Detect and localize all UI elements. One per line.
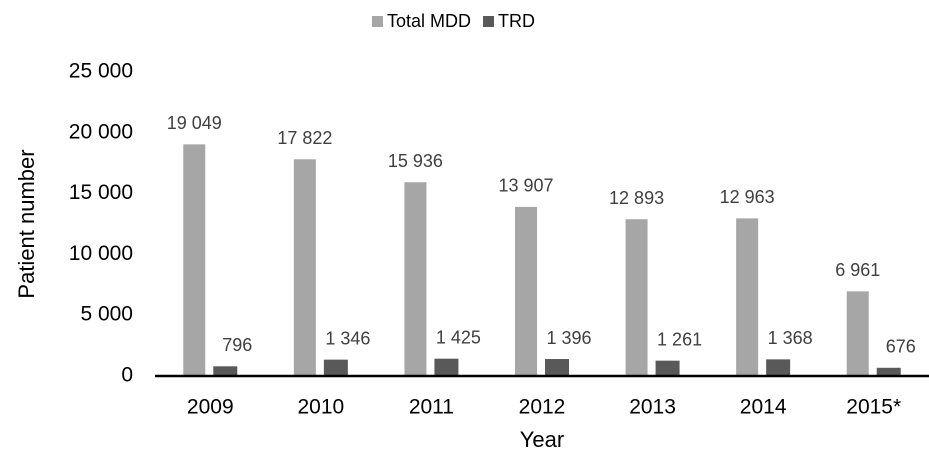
x-tick-label: 2014 xyxy=(740,396,787,419)
y-tick-label: 15 000 xyxy=(69,181,133,204)
x-tick-label: 2011 xyxy=(409,396,454,419)
bar xyxy=(293,159,316,376)
legend-swatch xyxy=(372,16,383,27)
value-label: 13 907 xyxy=(498,176,553,196)
bar xyxy=(736,218,759,376)
value-label: 17 822 xyxy=(277,128,332,148)
value-label: 1 346 xyxy=(325,328,370,348)
x-tick-label: 2013 xyxy=(629,396,676,419)
bar xyxy=(625,219,648,376)
y-tick-label: 20 000 xyxy=(69,120,133,143)
x-tick-label: 2009 xyxy=(187,396,234,419)
legend-label: TRD xyxy=(498,11,535,31)
y-tick-label: 10 000 xyxy=(69,242,133,265)
value-label: 12 893 xyxy=(609,188,664,208)
bar xyxy=(434,358,459,376)
bar xyxy=(404,182,427,376)
value-label: 12 963 xyxy=(720,187,775,207)
bar xyxy=(545,359,569,376)
y-axis-label: Patient number xyxy=(14,149,39,298)
value-label: 15 936 xyxy=(388,151,443,171)
legend-swatch xyxy=(483,16,495,27)
bar xyxy=(876,367,901,376)
bar xyxy=(655,360,680,376)
bar xyxy=(846,291,869,376)
y-tick-label: 0 xyxy=(121,364,133,387)
y-tick-label: 5 000 xyxy=(80,303,133,326)
bar xyxy=(766,359,791,376)
x-tick-label: 2010 xyxy=(297,396,344,419)
value-label: 796 xyxy=(222,335,252,355)
bar xyxy=(183,144,206,376)
x-tick-label: 2012 xyxy=(519,396,566,419)
value-label: 676 xyxy=(886,337,916,357)
bar xyxy=(515,206,537,376)
bar xyxy=(323,359,348,376)
value-label: 1 425 xyxy=(436,327,481,347)
value-label: 1 396 xyxy=(546,328,591,348)
value-label: 19 049 xyxy=(167,113,222,133)
value-label: 6 961 xyxy=(835,260,880,280)
y-tick-label: 25 000 xyxy=(69,60,133,83)
value-label: 1 261 xyxy=(657,329,702,349)
legend-label: Total MDD xyxy=(387,11,471,31)
x-axis-label: Year xyxy=(520,427,564,452)
value-label: 1 368 xyxy=(768,328,813,348)
bar xyxy=(213,366,238,376)
x-tick-label: 2015* xyxy=(846,396,901,419)
